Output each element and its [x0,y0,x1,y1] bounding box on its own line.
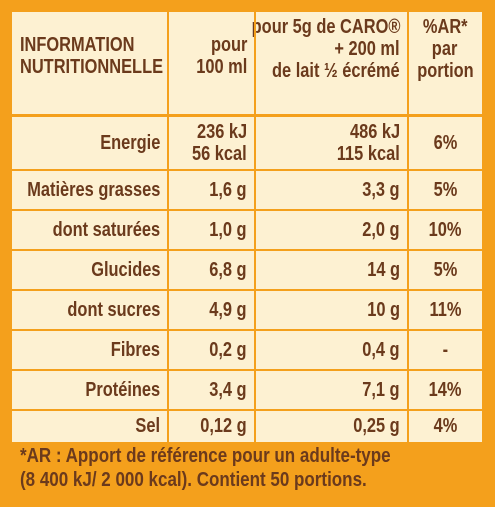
cell-text: 6% [433,131,457,154]
row-divider [12,289,482,291]
table-cell: - [408,330,482,370]
table-cell: Protéines [12,370,168,410]
cell-text: dont saturées [52,219,160,241]
column-divider [167,12,169,442]
table-cell: 7,1 g [255,370,408,410]
footnote-line: *AR : Apport de référence pour un adulte… [20,445,391,467]
row-divider [12,169,482,171]
cell-text: 2,0 g [362,219,400,241]
cell-text: Protéines [85,379,160,401]
cell-text: 0,12 g [200,415,247,437]
cell-text: 1,6 g [209,179,247,201]
table-cell: 3,4 g [168,370,255,410]
cell-text: Fibres [110,339,160,361]
cell-text: 6,8 g [209,259,247,281]
cell-text: Energie [99,131,160,154]
cell-text: Sel [135,415,160,437]
cell-text: 5% [433,179,457,201]
cell-text: par [432,38,458,60]
table-cell: 486 kJ 115 kcal [255,115,408,170]
cell-text: dont sucres [67,299,160,321]
footnote-line: (8 400 kJ/ 2 000 kcal). Contient 50 port… [20,469,367,491]
cell-text: 14 g [367,259,400,281]
header-cell: INFORMATION NUTRITIONNELLE [12,12,168,115]
column-divider [254,12,256,442]
cell-text: 5% [433,259,457,281]
table-cell: 6,8 g [168,250,255,290]
cell-text: portion [416,60,474,82]
cell-text: pour 5g de CARO® [251,16,400,38]
table-cell: 1,6 g [168,170,255,210]
table-cell: 2,0 g [255,210,408,250]
header-cell: pour 5g de CARO® + 200 ml de lait ½ écrémé [251,12,408,115]
table-cell: 10% [408,210,482,250]
table-cell: 5% [408,170,482,210]
table-cell: Fibres [12,330,168,370]
cell-text: 1,0 g [209,219,247,241]
row-divider [12,329,482,331]
cell-text: pour [210,34,247,56]
table-cell: 0,12 g [168,410,255,442]
cell-text: 7,1 g [362,379,400,401]
table-cell: 10 g [255,290,408,330]
cell-text: Glucides [90,259,160,281]
table-cell: 3,3 g [255,170,408,210]
cell-text: 14% [428,379,462,401]
table-cell: 1,0 g [168,210,255,250]
table-cell: 5% [408,250,482,290]
cell-text: INFORMATION [20,34,135,56]
cell-text: 56 kcal [192,142,247,165]
table-cell: 4% [408,410,482,442]
cell-text: 486 kJ [349,120,400,143]
header-cell: pour 100 ml [168,12,255,115]
row-divider [12,209,482,211]
row-divider [12,114,482,117]
table-cell: 0,2 g [168,330,255,370]
table-cell: 236 kJ 56 kcal [168,115,255,170]
cell-text: + 200 ml [334,38,400,60]
cell-text: 0,2 g [209,339,247,361]
table-cell: 0,25 g [255,410,408,442]
table-cell: Sel [12,410,168,442]
cell-text: 100 ml [195,56,247,78]
table-cell: 0,4 g [255,330,408,370]
table-cell: 6% [408,115,482,170]
cell-text: 3,4 g [209,379,247,401]
table-cell: 4,9 g [168,290,255,330]
table-cell: Matières grasses [12,170,168,210]
row-divider [12,409,482,411]
table-cell: Energie [12,115,168,170]
cell-text: %AR* [422,16,468,38]
cell-text: de lait ½ écrémé [272,60,400,82]
cell-text: 11% [429,299,461,321]
cell-text: 0,4 g [362,339,400,361]
table-cell: dont saturées [12,210,168,250]
column-divider [407,12,409,442]
table-cell: 11% [408,290,482,330]
row-divider [12,369,482,371]
table-cell: dont sucres [12,290,168,330]
cell-text: Matières grasses [26,179,160,201]
header-cell: %AR* par portion [408,12,482,115]
cell-text: 10 g [367,299,400,321]
cell-text: 10% [428,219,462,241]
cell-text: 3,3 g [362,179,400,201]
cell-text: 4% [433,415,457,437]
cell-text: 115 kcal [337,142,400,165]
cell-text: 4,9 g [209,299,247,321]
cell-text: - [442,339,448,361]
table-cell: 14 g [255,250,408,290]
row-divider [12,249,482,251]
cell-text: NUTRITIONNELLE [20,56,164,78]
cell-text: 0,25 g [353,415,400,437]
footnote: *AR : Apport de référence pour un adulte… [20,444,456,492]
cell-text: 236 kJ [196,120,247,143]
table-cell: 14% [408,370,482,410]
table-cell: Glucides [12,250,168,290]
nutrition-table: INFORMATION NUTRITIONNELLE pour 100 ml pour … [12,12,482,442]
